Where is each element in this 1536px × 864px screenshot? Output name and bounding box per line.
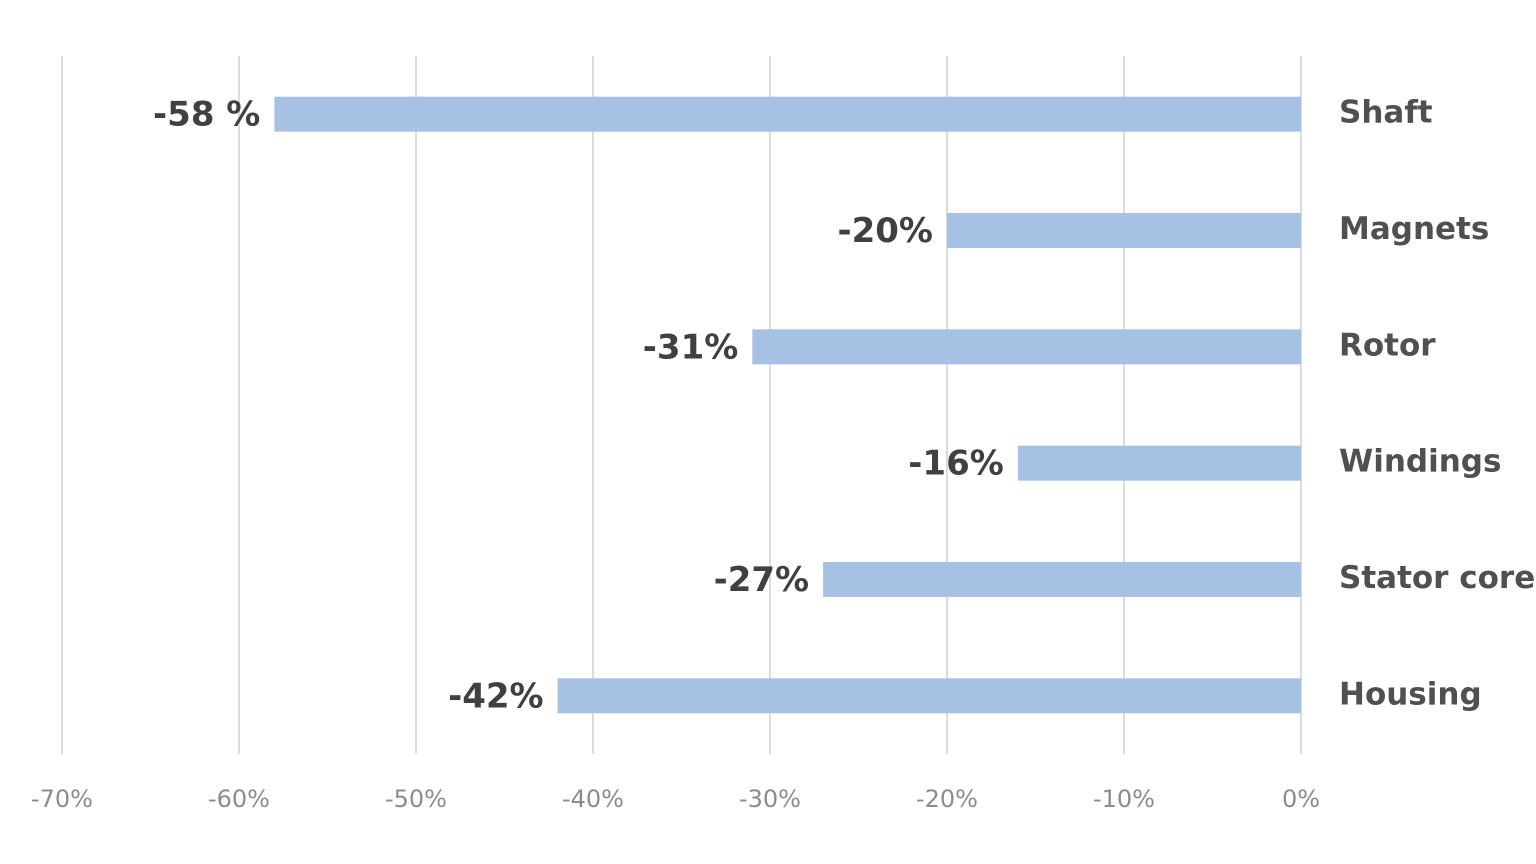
category-label: Windings xyxy=(1339,444,1501,480)
value-label: -16% xyxy=(908,444,1004,484)
bar xyxy=(274,96,1301,132)
value-label: -58 % xyxy=(153,95,260,135)
x-tick-label: -30% xyxy=(739,785,801,813)
category-label: Stator core xyxy=(1339,560,1535,596)
value-label: -42% xyxy=(448,676,544,716)
bar xyxy=(1017,445,1301,481)
bar xyxy=(752,329,1301,365)
value-label: -31% xyxy=(643,327,739,367)
category-label: Shaft xyxy=(1339,95,1433,131)
x-tick-label: -70% xyxy=(31,785,93,813)
bar xyxy=(947,213,1301,248)
bar xyxy=(557,678,1301,714)
category-label: Housing xyxy=(1339,676,1482,712)
x-tick-label: -20% xyxy=(916,785,978,813)
category-label: Rotor xyxy=(1339,327,1436,363)
bar xyxy=(823,562,1301,597)
value-label: -27% xyxy=(714,560,810,600)
x-tick-label: -40% xyxy=(562,785,624,813)
x-tick-label: -10% xyxy=(1093,785,1155,813)
x-tick-label: 0% xyxy=(1282,785,1320,813)
x-tick-label: -50% xyxy=(385,785,447,813)
category-label: Magnets xyxy=(1339,211,1489,247)
x-tick-label: -60% xyxy=(208,785,270,813)
value-label: -20% xyxy=(838,211,934,251)
